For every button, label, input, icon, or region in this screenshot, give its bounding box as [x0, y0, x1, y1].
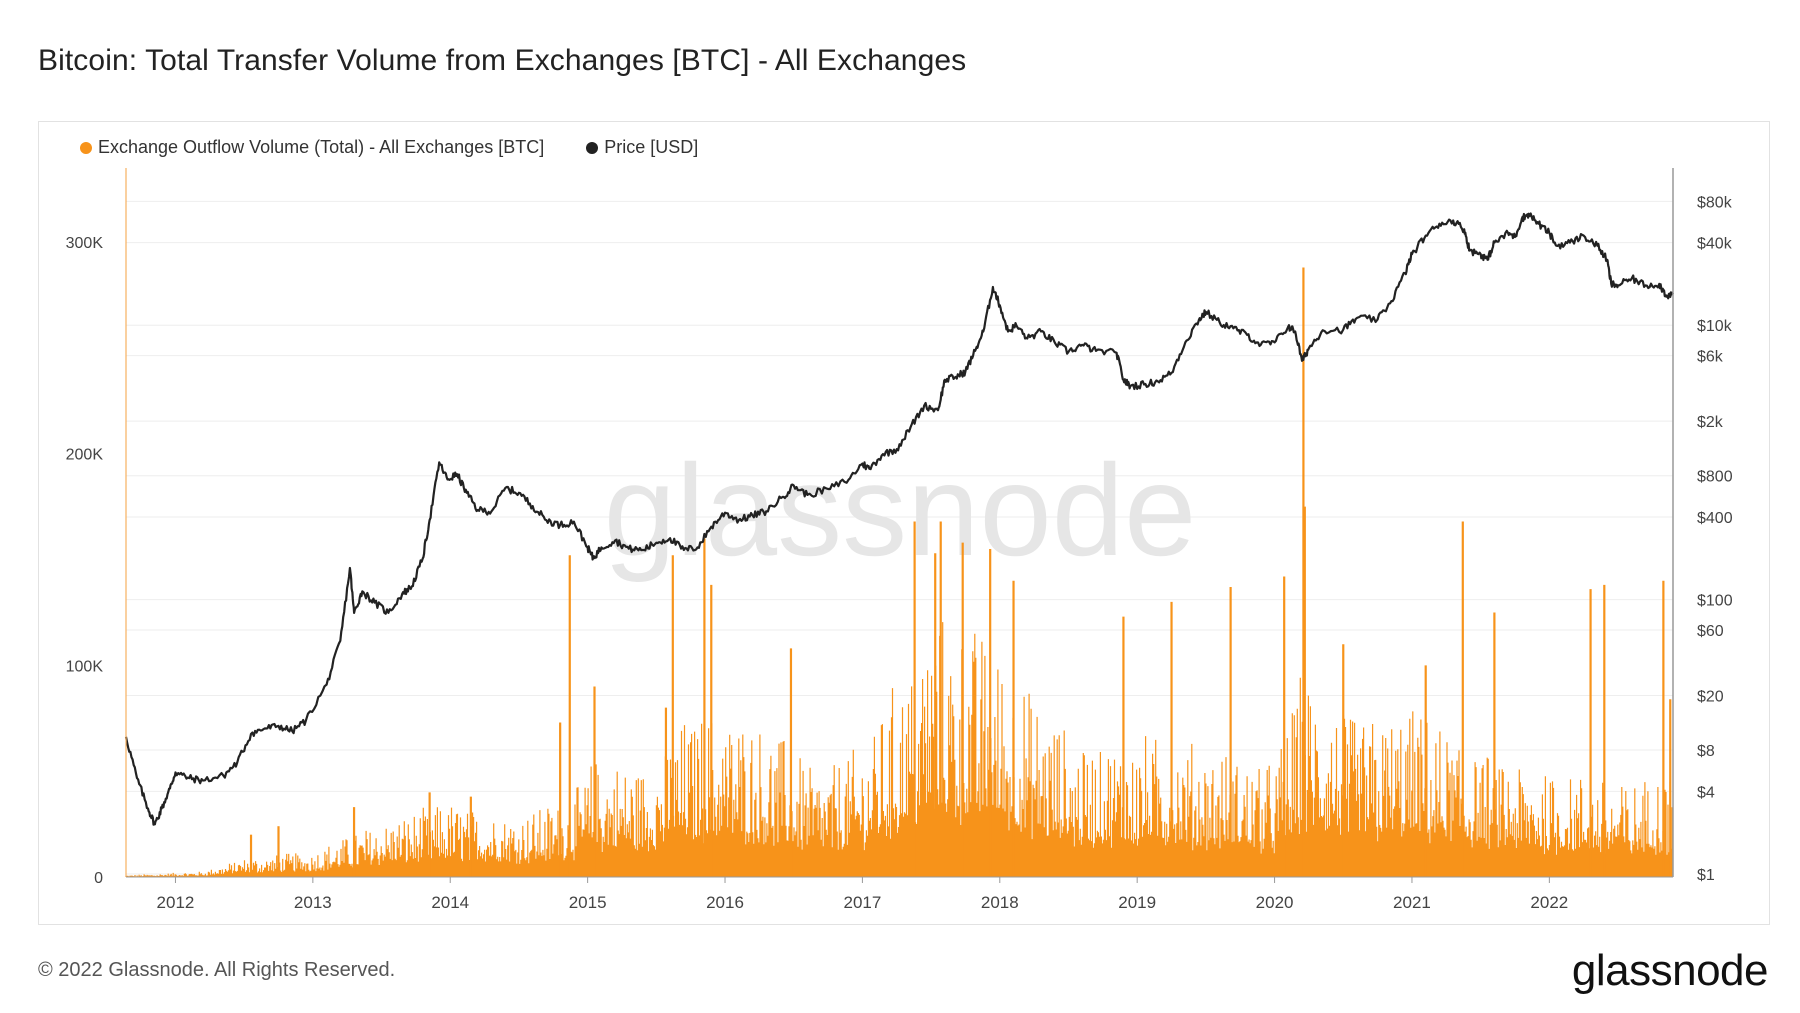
x-tick-label: 2012 [157, 893, 195, 912]
y-right-tick-label: $400 [1697, 510, 1733, 527]
legend: Exchange Outflow Volume (Total) - All Ex… [80, 137, 698, 158]
y-right-tick-label: $40k [1697, 236, 1733, 253]
x-tick-label: 2013 [294, 893, 332, 912]
legend-outflow-marker-icon [80, 141, 92, 154]
x-tick-label: 2014 [431, 893, 469, 912]
y-right-tick-label: $60 [1697, 623, 1724, 640]
y-left-tick-label: 100K [66, 658, 104, 675]
y-left-tick-label: 300K [66, 235, 104, 252]
axes: 0 100K 200K 300K $1 $4 $8 $20 $60 $100 $400 $800 $2k… [66, 168, 1733, 912]
y-right-tick-label: $20 [1697, 688, 1724, 705]
y-right-tick-label: $1 [1697, 867, 1715, 884]
chart-title: Bitcoin: Total Transfer Volume from Exch… [38, 44, 967, 77]
x-tick-label: 2017 [843, 893, 881, 912]
y-left-tick-label: 200K [66, 447, 104, 464]
legend-outflow-label: Exchange Outflow Volume (Total) - All Ex… [98, 137, 545, 157]
y-right-tick-label: $100 [1697, 593, 1733, 610]
x-tick-label: 2022 [1530, 893, 1568, 912]
x-tick-label: 2015 [569, 893, 607, 912]
legend-item-price[interactable]: Price [USD] [586, 137, 698, 158]
legend-price-label: Price [USD] [604, 137, 699, 157]
outflow-bars-path [125, 622, 1673, 877]
y-right-tick-label: $800 [1697, 469, 1733, 486]
y-left-tick-label: 0 [94, 870, 103, 887]
x-tick-label: 2018 [981, 893, 1019, 912]
y-right-tick-label: $80k [1697, 194, 1733, 211]
y-right-tick-label: $6k [1697, 349, 1724, 366]
y-right-tick-label: $10k [1697, 318, 1733, 335]
y-right-tick-label: $2k [1697, 414, 1724, 431]
x-tick-label: 2016 [706, 893, 744, 912]
glassnode-logo: glassnode [1571, 946, 1769, 995]
price-line-group [124, 212, 1674, 826]
y-right-tick-label: $8 [1697, 743, 1715, 760]
chart-panel [38, 121, 1770, 925]
watermark: glassnode [604, 437, 1197, 583]
x-tick-label: 2021 [1393, 893, 1431, 912]
legend-price-marker-icon [586, 141, 599, 154]
y-right-tick-label: $4 [1697, 784, 1715, 801]
price-line [124, 212, 1674, 826]
legend-item-outflow[interactable]: Exchange Outflow Volume (Total) - All Ex… [80, 137, 544, 158]
outflow-bars [125, 267, 1673, 877]
x-tick-label: 2019 [1118, 893, 1156, 912]
x-tick-label: 2020 [1256, 893, 1294, 912]
copyright: © 2022 Glassnode. All Rights Reserved. [38, 959, 396, 981]
